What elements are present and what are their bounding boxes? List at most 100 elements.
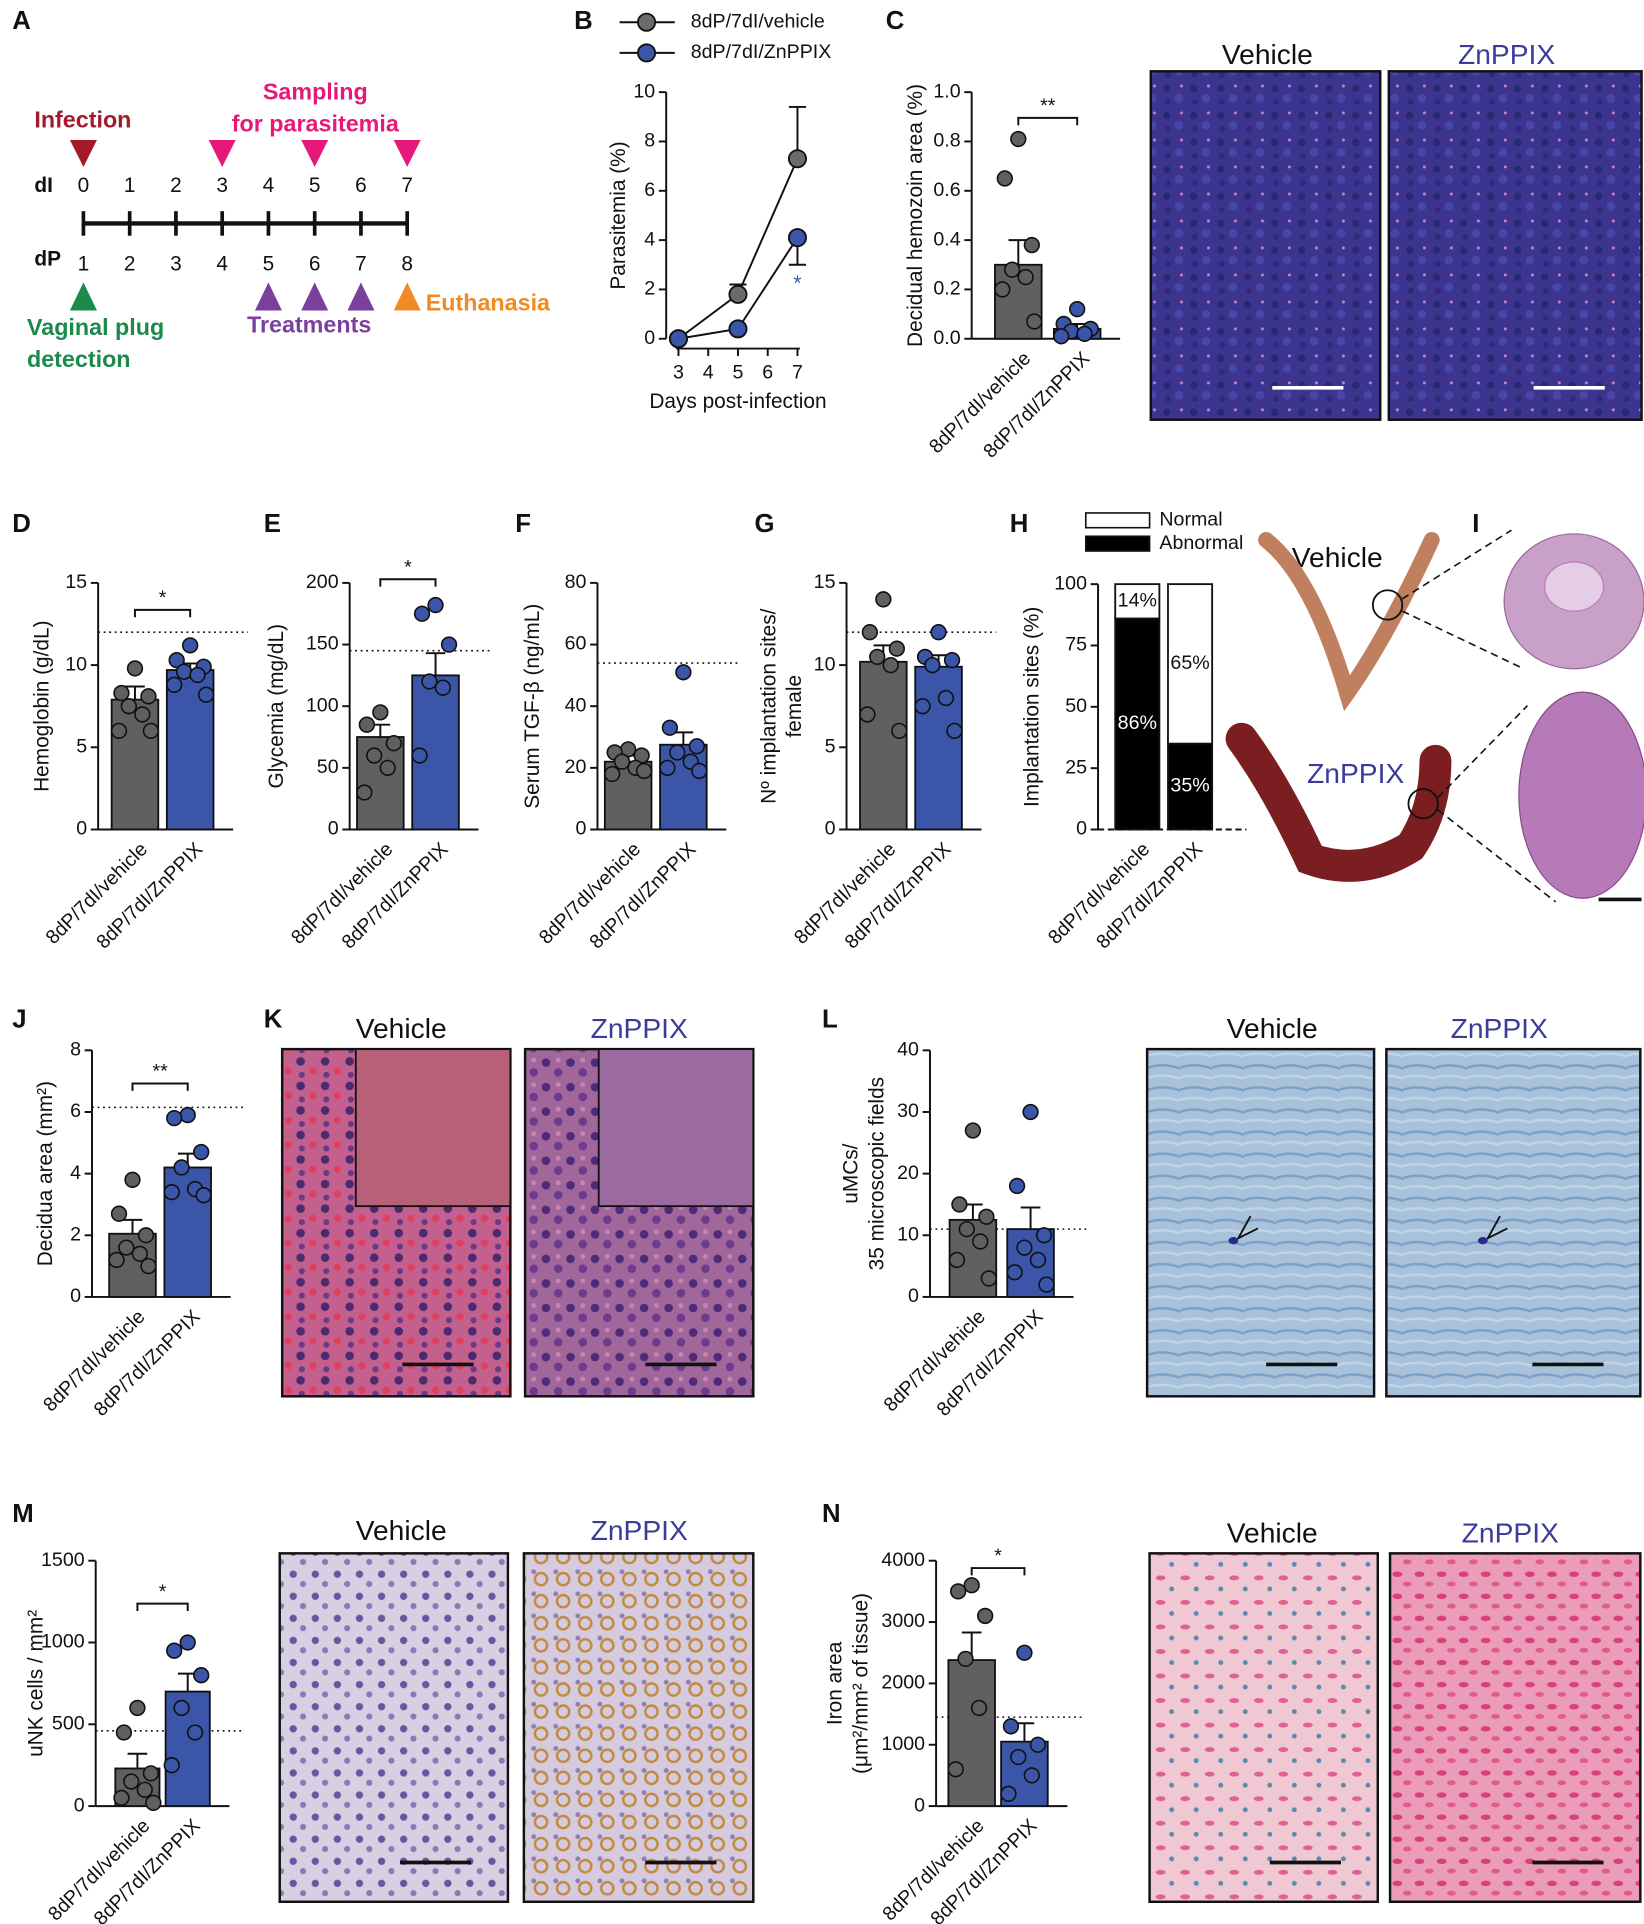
x-tick-label: 6	[762, 361, 773, 383]
data-point	[859, 706, 876, 723]
y-axis-label: Nº implantation sites/	[757, 608, 780, 803]
data-point	[861, 624, 879, 641]
day-label: 1	[124, 174, 136, 197]
y-axis-label: female	[783, 675, 806, 738]
data-point	[1004, 261, 1021, 278]
data-point	[787, 228, 807, 248]
panel-letter: D	[12, 510, 31, 538]
data-point	[166, 1109, 183, 1127]
data-point	[379, 759, 396, 777]
annotation: *	[793, 272, 801, 295]
significance-label: *	[159, 587, 167, 609]
panel-letter: H	[1010, 510, 1029, 538]
image-label: Vehicle	[356, 1012, 447, 1044]
data-point	[958, 1220, 975, 1238]
significance-bracket	[970, 1567, 1026, 1576]
data-point	[108, 1251, 125, 1269]
y-tick-label: 20	[897, 1162, 919, 1184]
marker-triangle	[208, 140, 236, 167]
panel-letter: N	[822, 1500, 841, 1528]
data-point	[1010, 130, 1027, 148]
data-point	[427, 596, 444, 614]
bar	[110, 698, 160, 831]
bar	[914, 665, 963, 831]
data-point	[411, 747, 428, 764]
y-axis-label: Implantation sites (%)	[1021, 607, 1044, 807]
micrograph	[522, 1552, 755, 1904]
data-point	[168, 652, 185, 669]
micrograph	[1149, 70, 1382, 421]
data-point	[140, 688, 157, 705]
uterus	[1225, 722, 1452, 882]
data-point	[924, 656, 941, 674]
event-label: Euthanasia	[426, 290, 551, 316]
day-label: 7	[401, 174, 413, 197]
data-point	[1053, 328, 1070, 345]
image-label: Vehicle	[1227, 1516, 1318, 1548]
significance-bracket	[379, 578, 437, 587]
bar-segment	[1114, 583, 1161, 620]
micrograph	[1388, 1552, 1642, 1904]
y-tick-label: 100	[1054, 572, 1087, 594]
data-point	[175, 663, 193, 680]
y-tick-label: 0	[76, 818, 87, 840]
legend-label: 8dP/7dI/ZnPPIX	[691, 41, 832, 63]
data-point	[787, 149, 807, 169]
data-point	[1016, 1239, 1033, 1256]
day-label: 3	[170, 253, 182, 276]
data-point	[129, 1699, 146, 1717]
image-label: ZnPPIX	[1451, 1012, 1548, 1044]
x-tick-label: 8dP/7dI/ZnPPIX	[933, 1306, 1048, 1421]
event-label: Vaginal plug	[27, 314, 164, 340]
y-tick-label: 0	[74, 1794, 85, 1816]
data-point	[977, 1607, 994, 1625]
day-label: 2	[170, 174, 182, 197]
data-point	[134, 706, 151, 723]
y-tick-label: 50	[317, 756, 339, 778]
y-tick-label: 2	[70, 1223, 81, 1245]
data-point	[948, 1251, 966, 1269]
data-point	[943, 652, 961, 669]
data-point	[413, 605, 431, 622]
y-tick-label: 0	[644, 327, 655, 349]
day-label: 2	[124, 253, 136, 276]
y-tick-label: 10	[633, 80, 655, 102]
bar-segment	[1167, 583, 1214, 745]
inset	[354, 1048, 512, 1208]
data-point	[980, 1270, 998, 1287]
y-tick-label: 0	[70, 1285, 81, 1307]
data-point	[195, 1187, 212, 1204]
data-point	[669, 744, 686, 761]
y-tick-label: 4	[644, 228, 655, 250]
data-point	[882, 656, 899, 674]
y-tick-label: 50	[1065, 695, 1087, 717]
marker-triangle	[393, 282, 421, 311]
data-point	[1017, 268, 1034, 286]
x-tick-label: 5	[733, 361, 744, 383]
y-tick-label: 80	[565, 571, 587, 593]
y-tick-label: 0	[825, 818, 836, 840]
day-label: 1	[78, 253, 90, 276]
data-point	[963, 1577, 980, 1594]
data-point	[1023, 236, 1040, 254]
data-point	[189, 666, 206, 684]
y-tick-label: 0	[914, 1794, 925, 1816]
event-label: Infection	[34, 107, 131, 133]
y-tick-label: 5	[76, 735, 87, 757]
y-tick-label: 10	[65, 653, 87, 675]
data-point	[142, 722, 160, 740]
data-point	[635, 762, 653, 780]
legend-swatch	[1084, 535, 1151, 552]
day-label: 5	[309, 174, 321, 197]
data-point	[366, 747, 383, 764]
data-point	[951, 1196, 968, 1213]
data-point	[970, 1699, 988, 1717]
data-point	[179, 1634, 196, 1651]
data-point	[145, 1794, 162, 1811]
data-point	[914, 698, 931, 715]
day-label: 8	[401, 253, 413, 276]
image-label: ZnPPIX	[1458, 38, 1555, 70]
y-tick-label: 0.4	[933, 228, 960, 250]
data-point	[126, 660, 144, 677]
